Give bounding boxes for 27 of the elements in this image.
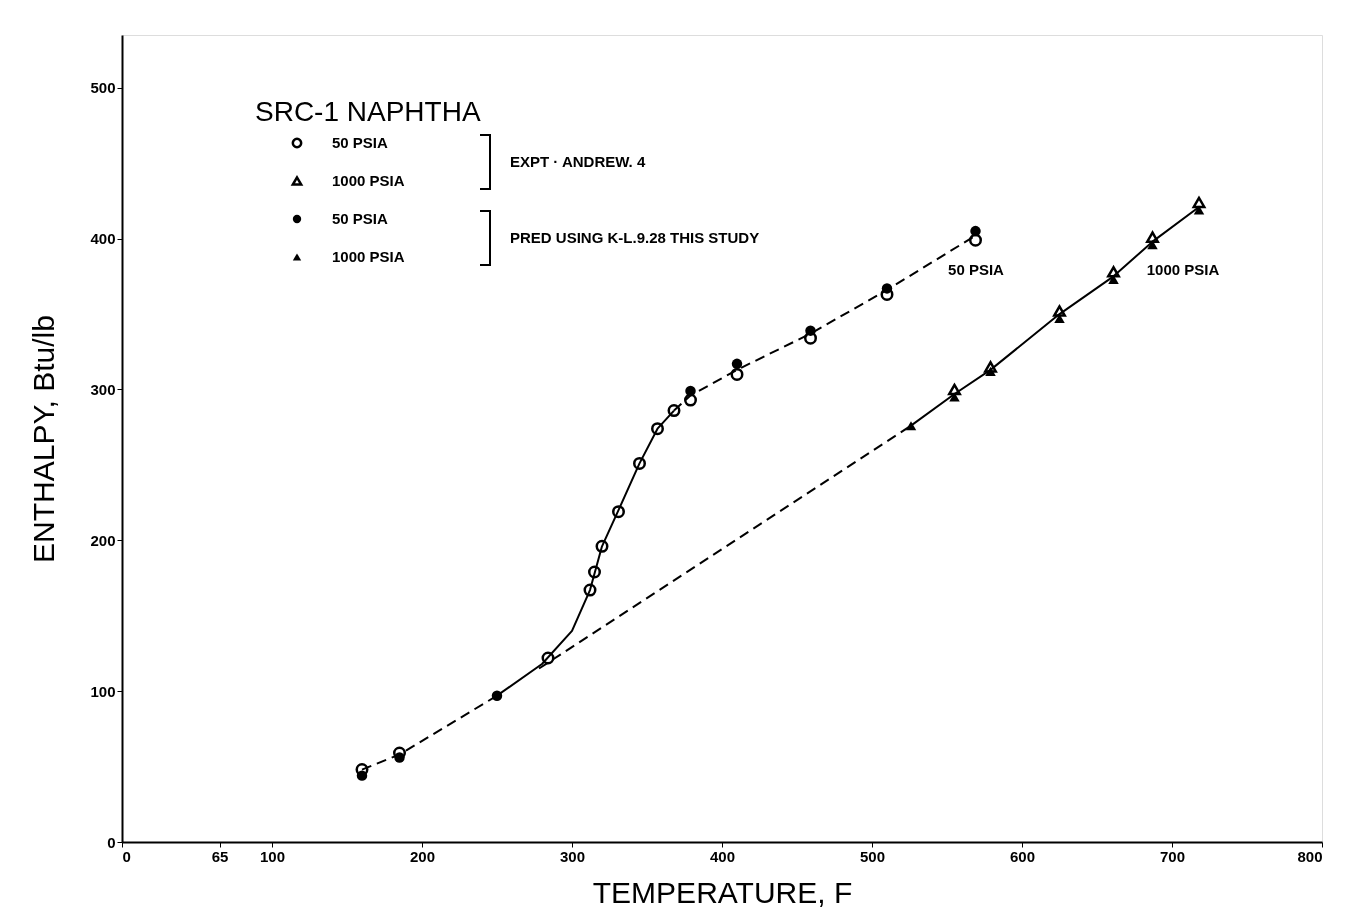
x-tick-label: 100 [259,847,286,865]
x-tick-label: 600 [1009,847,1036,865]
x-axis-title: TEMPERATURE, F [592,875,853,909]
annotation: EXPT · ANDREW. 4 [510,153,646,170]
x-tick-label: 800 [1297,847,1323,865]
x-tick-label: 500 [859,847,886,865]
y-tick-label: 300 [90,380,116,398]
legend-label: 1000 PSIA [332,248,405,265]
legend-label: 1000 PSIA [332,172,405,189]
annotation: PRED USING K-L.9.28 THIS STUDY [510,229,760,246]
y-tick-label: 0 [107,833,116,851]
y-tick-label: 100 [90,682,116,700]
legend-label: 50 PSIA [332,134,389,151]
x-tick-label: 200 [409,847,436,865]
y-tick-label: 200 [90,531,116,549]
y-tick-label: 500 [90,79,116,97]
x-tick-label: 700 [1159,847,1186,865]
x-tick-label: 400 [709,847,736,865]
annotation: 1000 PSIA [1146,261,1220,278]
x-tick-label: 65 [211,847,229,865]
y-tick-label: 400 [90,230,116,248]
annotation: 50 PSIA [948,261,1005,278]
x-tick-label: 0 [122,847,131,865]
text: SRC-1 NAPHTHA [255,96,481,127]
x-tick-label: 300 [559,847,586,865]
legend-label: 50 PSIA [332,210,389,227]
y-axis-title: ENTHALPY, Btu/lb [27,315,61,563]
